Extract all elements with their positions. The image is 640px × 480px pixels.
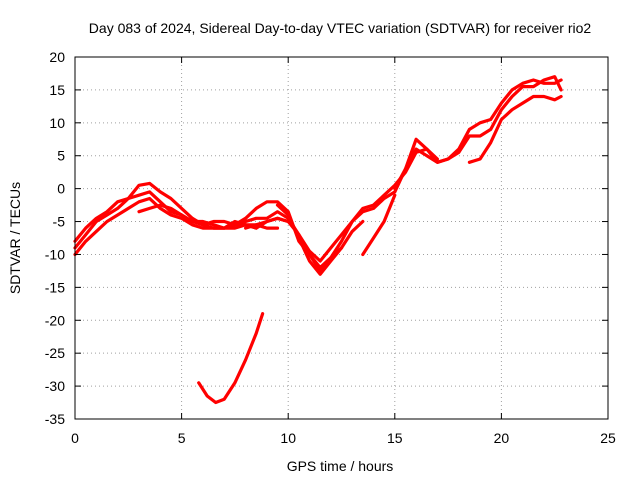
y-tick-label: -20 xyxy=(45,312,65,328)
chart-title: Day 083 of 2024, Sidereal Day-to-day VTE… xyxy=(89,20,592,36)
x-tick-label: 20 xyxy=(494,430,510,446)
x-tick-label: 10 xyxy=(280,430,296,446)
y-tick-label: -5 xyxy=(53,214,66,230)
y-tick-label: -15 xyxy=(45,279,65,295)
y-tick-label: -35 xyxy=(45,411,65,427)
y-tick-label: 15 xyxy=(49,82,65,98)
x-tick-label: 25 xyxy=(600,430,616,446)
x-tick-label: 5 xyxy=(178,430,186,446)
ticks: 0 5 10 15 20 25 -35 -30 -25 -20 -15 -10 -5 0 5 10 15 20 xyxy=(45,49,616,446)
series-arc-9 xyxy=(393,75,563,191)
x-axis-label: GPS time / hours xyxy=(287,458,394,474)
series-arc-12 xyxy=(197,312,265,405)
x-tick-label: 15 xyxy=(387,430,403,446)
y-tick-label: -25 xyxy=(45,345,65,361)
series-arc-10 xyxy=(425,78,563,164)
series-arc-7 xyxy=(275,203,365,276)
series-arc-11 xyxy=(467,94,563,164)
plot-frame xyxy=(74,56,609,420)
y-tick-label: 0 xyxy=(57,181,65,197)
y-tick-label: 5 xyxy=(57,148,65,164)
y-axis-label: SDTVAR / TECUs xyxy=(7,182,23,294)
x-tick-label: 0 xyxy=(71,430,79,446)
series-arc-8 xyxy=(361,193,397,257)
y-tick-label: -30 xyxy=(45,378,65,394)
y-tick-label: 10 xyxy=(49,115,65,131)
series-layer xyxy=(73,75,563,405)
y-tick-label: 20 xyxy=(49,49,65,65)
y-tick-label: -10 xyxy=(45,246,65,262)
